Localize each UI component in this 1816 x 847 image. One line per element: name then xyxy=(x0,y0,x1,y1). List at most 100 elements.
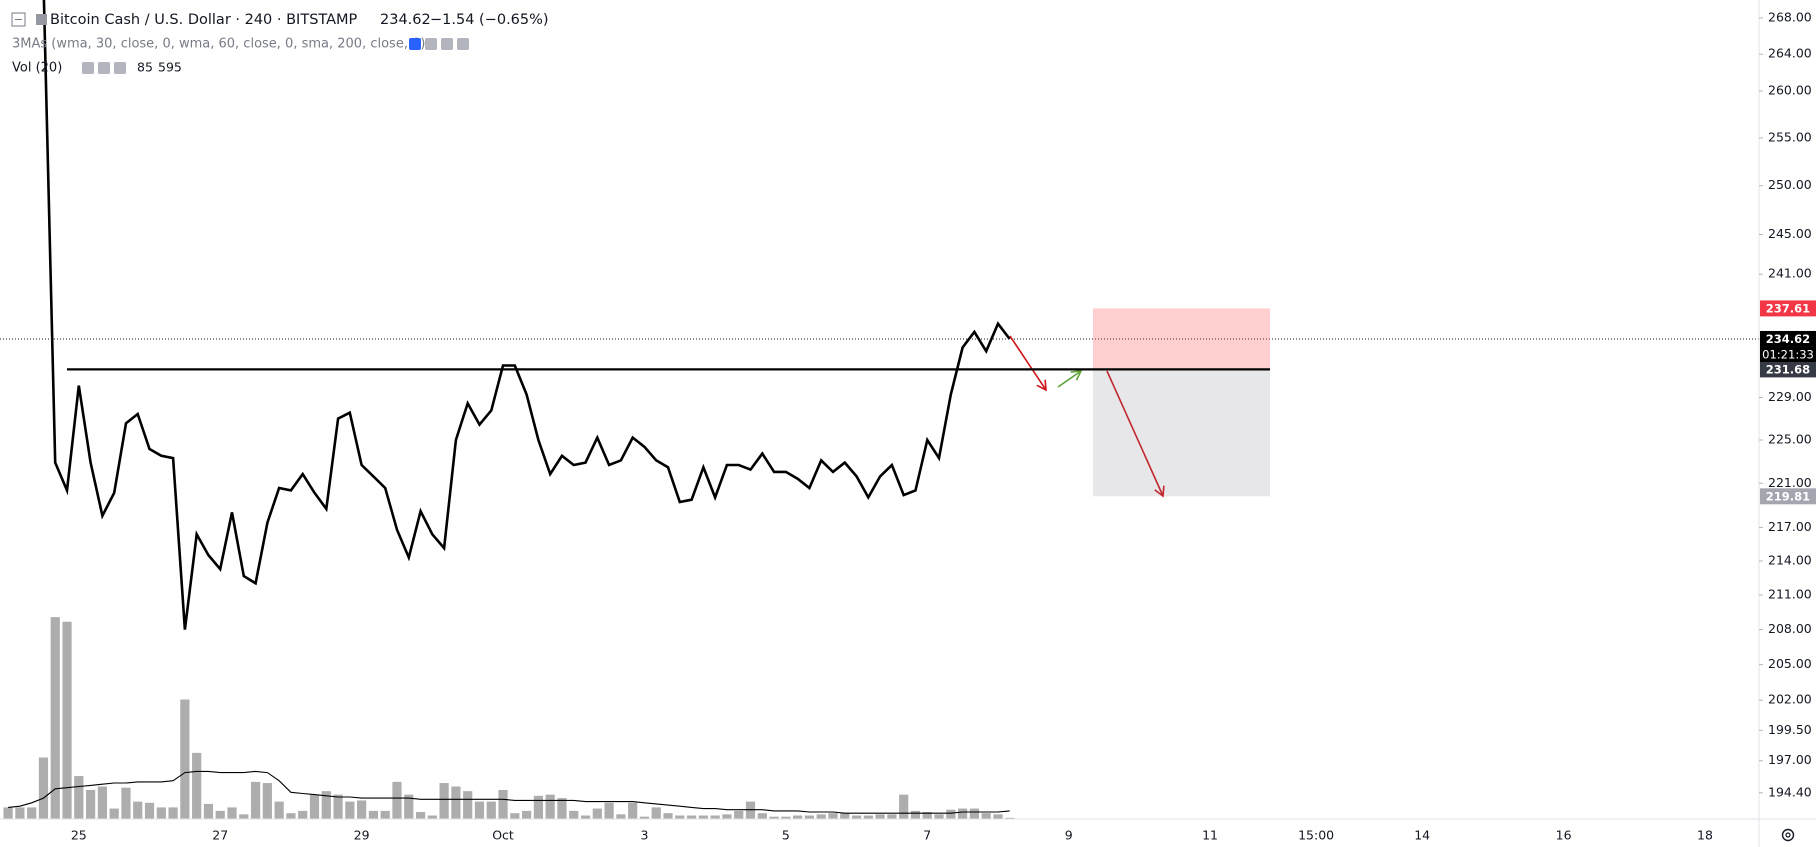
volume-bar xyxy=(981,813,991,819)
y-tick-label: 245.00 xyxy=(1768,226,1812,241)
settings-button[interactable] xyxy=(425,38,437,50)
volume-bar xyxy=(722,814,732,819)
volume-bar xyxy=(557,798,567,819)
volume-bar xyxy=(392,781,402,819)
y-tick-label: 214.00 xyxy=(1768,552,1812,567)
volume-bar xyxy=(745,801,756,819)
x-tick-label: 29 xyxy=(354,828,370,843)
symbol-title[interactable]: Bitcoin Cash / U.S. Dollar · 240 · BITST… xyxy=(50,12,358,28)
volume-bar xyxy=(804,815,815,819)
y-tick-label: 221.00 xyxy=(1768,475,1812,490)
volume-ma-value: 595 xyxy=(158,60,182,75)
volume-bar xyxy=(427,815,437,819)
volume-bar xyxy=(192,752,202,819)
y-tick-label: 202.00 xyxy=(1768,692,1812,707)
last-price: 234.62 xyxy=(380,12,431,28)
volume-bar xyxy=(286,813,296,819)
volume-value: 85 xyxy=(137,60,153,75)
x-tick-label: 11 xyxy=(1202,828,1218,843)
volume-bar xyxy=(215,810,225,819)
x-tick-label: Oct xyxy=(492,828,514,843)
remove-button[interactable] xyxy=(457,38,469,50)
volume-bar xyxy=(97,786,107,819)
x-tick-label: 27 xyxy=(212,828,228,843)
collapse-button[interactable] xyxy=(11,12,26,27)
price-label-box xyxy=(1760,488,1816,505)
volume-bar xyxy=(474,801,485,819)
volume-bar xyxy=(203,803,214,819)
volume-bar xyxy=(781,816,791,819)
volume-bar xyxy=(133,801,143,819)
price-label: 234.62 xyxy=(1766,332,1810,346)
visibility-icon[interactable] xyxy=(409,38,421,50)
volume-ma-line xyxy=(8,770,1010,814)
y-tick-label: 211.00 xyxy=(1768,587,1812,602)
price-change: −1.54 (−0.65%) xyxy=(430,12,549,28)
volume-bar xyxy=(793,815,803,819)
y-tick-label: 268.00 xyxy=(1768,9,1812,24)
indicator-label[interactable]: 3MAs (wma, 30, close, 0, wma, 60, close,… xyxy=(12,37,425,52)
volume-bar xyxy=(616,814,626,819)
volume-bar xyxy=(851,815,862,819)
remove-button[interactable] xyxy=(114,62,126,74)
volume-bar xyxy=(274,801,284,819)
volume-bar xyxy=(3,807,13,819)
x-tick-label: 14 xyxy=(1414,828,1430,843)
x-tick-label: 5 xyxy=(782,828,790,843)
y-tick-label: 264.00 xyxy=(1768,46,1812,61)
y-tick-label: 217.00 xyxy=(1768,519,1812,534)
settings-icon[interactable] xyxy=(1781,828,1795,842)
legend: Bitcoin Cash / U.S. Dollar · 240 · BITST… xyxy=(11,12,549,76)
volume-label[interactable]: Vol (20) xyxy=(12,61,62,76)
price-label-box xyxy=(1760,330,1816,347)
volume-bar xyxy=(757,813,767,819)
volume-bar xyxy=(345,801,355,819)
volume-bar xyxy=(368,810,379,819)
plot-area xyxy=(0,0,1759,819)
y-tick-label: 225.00 xyxy=(1768,432,1812,447)
volume-bar xyxy=(333,794,343,819)
volume-bar xyxy=(298,810,308,819)
volume-bar xyxy=(38,757,49,819)
y-tick-label: 197.00 xyxy=(1768,752,1812,767)
visibility-icon[interactable] xyxy=(82,62,94,74)
volume-bar xyxy=(651,807,661,819)
volume-bar xyxy=(144,802,155,819)
x-tick-label: 16 xyxy=(1556,828,1572,843)
volume-bar xyxy=(451,786,461,819)
volume-bar xyxy=(439,783,449,819)
volume-bar xyxy=(180,699,190,819)
volume-bar xyxy=(816,814,826,819)
volume-bar xyxy=(639,816,650,819)
volume-bar xyxy=(875,814,885,819)
volume-bar xyxy=(675,815,685,819)
x-tick-label: 9 xyxy=(1065,828,1073,843)
volume-bar xyxy=(863,815,873,819)
volume-bar xyxy=(404,794,414,819)
volume-bar xyxy=(227,807,237,819)
y-tick-label: 229.00 xyxy=(1768,389,1812,404)
settings-button[interactable] xyxy=(98,62,110,74)
volume-bar xyxy=(522,810,532,819)
volume-bar xyxy=(910,810,921,819)
volume-bar xyxy=(85,789,96,819)
arrow xyxy=(1106,370,1165,498)
y-tick-label: 255.00 xyxy=(1768,129,1812,144)
drawings xyxy=(67,308,1270,498)
y-tick-label: 205.00 xyxy=(1768,656,1812,671)
arrow xyxy=(1009,335,1047,392)
x-tick-label: 3 xyxy=(640,828,648,843)
gear[interactable] xyxy=(1781,828,1795,842)
price-label: 219.81 xyxy=(1766,489,1810,503)
volume-bar xyxy=(27,807,37,819)
volume-bar xyxy=(239,814,249,819)
volume-bar xyxy=(686,815,697,819)
volume-bar xyxy=(50,617,60,819)
source-button[interactable] xyxy=(441,38,453,50)
volume-bar xyxy=(168,807,178,819)
volume-bar xyxy=(321,791,331,819)
volume-bar xyxy=(463,791,473,819)
volume-bar xyxy=(545,794,555,819)
volume-bar xyxy=(1005,817,1015,819)
